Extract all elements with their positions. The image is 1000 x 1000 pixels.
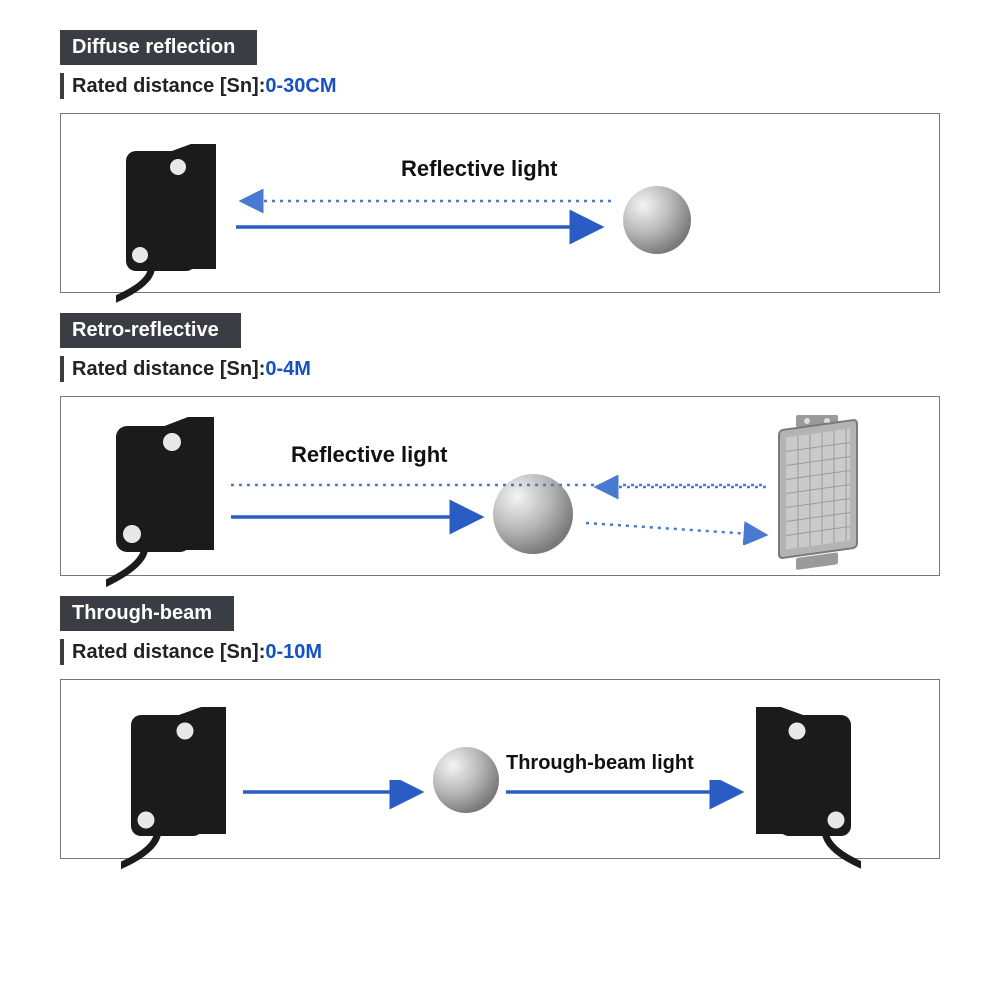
- rated-line: Rated distance [Sn]:0-30CM: [60, 73, 940, 99]
- rated-value: 0-30CM: [265, 75, 336, 97]
- sensor-icon: [106, 412, 226, 597]
- section-through: Through-beam Rated distance [Sn]:0-10M: [60, 596, 940, 859]
- title-badge: Retro-reflective: [60, 313, 241, 348]
- diagram-box-retro: Reflective light: [60, 396, 940, 576]
- rated-prefix: Rated distance [Sn]:: [72, 358, 265, 380]
- section-retro: Retro-reflective Rated distance [Sn]:0-4…: [60, 313, 940, 576]
- diagram-box-diffuse: Reflective light: [60, 113, 940, 293]
- ball-icon: [621, 184, 693, 256]
- rated-line: Rated distance [Sn]:0-10M: [60, 639, 940, 665]
- sensor-receiver-icon: [746, 702, 861, 877]
- rated-prefix: Rated distance [Sn]:: [72, 75, 265, 97]
- diagram-box-through: Through-beam light: [60, 679, 940, 859]
- section-diffuse: Diffuse reflection Rated distance [Sn]:0…: [60, 30, 940, 293]
- title-badge: Through-beam: [60, 596, 234, 631]
- rated-value: 0-4M: [265, 358, 311, 380]
- sensor-icon: [116, 139, 226, 309]
- rated-line: Rated distance [Sn]:0-4M: [60, 356, 940, 382]
- diagram-label: Reflective light: [401, 156, 557, 182]
- arrows-retro: [226, 475, 786, 545]
- diagram-label: Reflective light: [291, 442, 447, 468]
- diagram-label: Through-beam light: [506, 752, 694, 775]
- rated-prefix: Rated distance [Sn]:: [72, 641, 265, 663]
- arrows-diffuse: [231, 189, 631, 249]
- title-badge: Diffuse reflection: [60, 30, 257, 65]
- sensor-emitter-icon: [121, 702, 236, 877]
- arrows-through: [241, 780, 761, 810]
- rated-value: 0-10M: [265, 641, 322, 663]
